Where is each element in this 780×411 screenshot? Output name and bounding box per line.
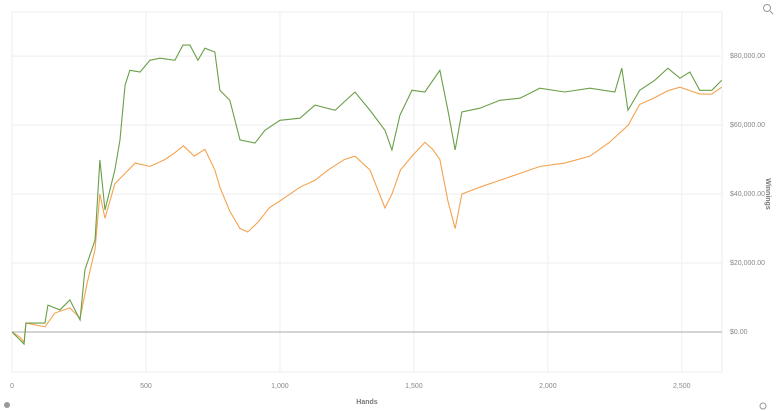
x-tick-label: 2,000: [539, 383, 557, 390]
x-tick-label: 500: [140, 383, 152, 390]
y-tick-label: $0.00: [730, 329, 748, 336]
x-tick-label: 0: [10, 383, 14, 390]
info-icon[interactable]: [759, 402, 767, 410]
zoom-icon[interactable]: [763, 4, 774, 15]
x-tick-label: 1,000: [271, 383, 289, 390]
x-axis-title: Hands: [356, 399, 378, 406]
x-tick-label: 2,500: [673, 383, 691, 390]
plot-area: [11, 11, 723, 373]
y-tick-label: $80,000.00: [730, 53, 765, 60]
y-axis-title: Winnings: [764, 178, 771, 210]
y-tick-label: $20,000.00: [730, 260, 765, 267]
series-line: [11, 44, 723, 346]
y-tick-label: $40,000.00: [730, 191, 765, 198]
series-line: [11, 86, 723, 344]
x-tick-label: 1,500: [405, 383, 423, 390]
settings-icon[interactable]: [4, 402, 10, 408]
y-tick-label: $60,000.00: [730, 122, 765, 129]
